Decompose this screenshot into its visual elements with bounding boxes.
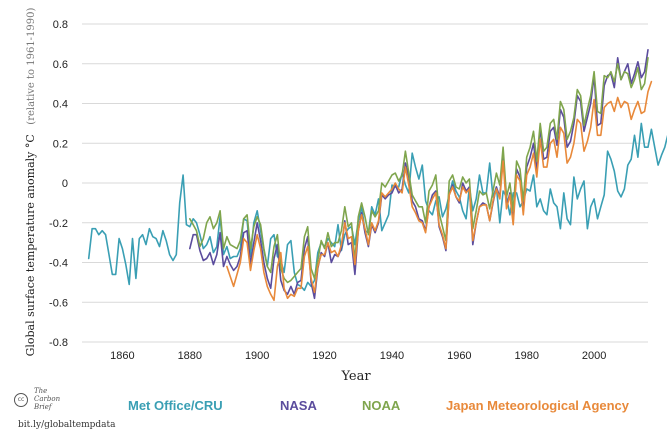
brand-line-3: Brief (34, 403, 94, 411)
y-axis-label: Global surface temperature anomaly °C (r… (24, 7, 37, 356)
y-axis-label-main: Global surface temperature anomaly °C (24, 134, 37, 356)
legend-item-nasa: NASA (280, 398, 317, 413)
y-tick-label: 0 (62, 178, 68, 190)
x-axis: 1860 1880 1900 1920 1940 1960 1980 2000 (110, 350, 606, 362)
legend-item-noaa: NOAA (362, 398, 400, 413)
series-line-noaa (190, 58, 648, 283)
x-axis-label: Year (340, 369, 371, 384)
y-tick-label: 0.8 (53, 19, 68, 31)
x-tick-label: 1920 (312, 350, 336, 362)
brand-text: The Carbon Brief (34, 387, 94, 411)
x-tick-label: 2000 (582, 350, 606, 362)
y-tick-label: -0.4 (49, 258, 68, 270)
x-tick-label: 1900 (245, 350, 269, 362)
x-tick-label: 1860 (110, 350, 134, 362)
x-tick-label: 1880 (178, 350, 202, 362)
y-tick-label: -0.6 (49, 297, 68, 309)
y-axis: 0.8 0.6 0.4 0.2 0 -0.2 -0.4 -0.6 -0.8 (49, 19, 68, 349)
y-tick-label: 0.2 (53, 138, 68, 150)
source-link[interactable]: bit.ly/globaltempdata (18, 420, 116, 430)
x-tick-label: 1980 (514, 350, 538, 362)
legend-item-met-office: Met Office/CRU (128, 398, 223, 413)
series-line-nasa (190, 50, 648, 298)
brand-line-2: Carbon (34, 395, 94, 403)
grid (82, 24, 648, 342)
y-axis-label-sub: (relative to 1961-1990) (26, 7, 37, 124)
carbon-brief-logo: cc The Carbon Brief (14, 387, 94, 417)
legend: Met Office/CRU NASA NOAA Japan Meteorolo… (128, 398, 658, 418)
x-tick-label: 1960 (447, 350, 471, 362)
y-tick-label: 0.6 (53, 59, 68, 71)
y-tick-label: 0.4 (53, 99, 68, 111)
x-tick-label: 1940 (380, 350, 404, 362)
creative-commons-icon: cc (14, 393, 28, 407)
y-tick-label: -0.2 (49, 218, 68, 230)
brand-line-1: The (34, 387, 94, 395)
y-tick-label: -0.8 (49, 337, 68, 349)
legend-item-jma: Japan Meteorological Agency (446, 398, 629, 413)
